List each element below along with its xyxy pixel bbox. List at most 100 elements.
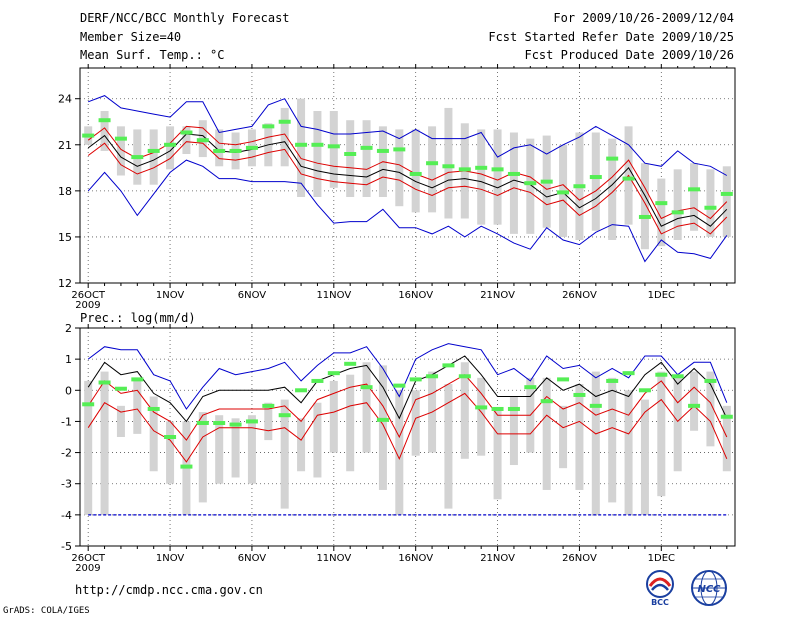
p0-ytick-label: 12 — [58, 277, 72, 290]
p0-climo-mean — [540, 179, 553, 184]
p1-climo-mean — [114, 386, 127, 391]
p0-climo-bar — [477, 129, 486, 225]
p1-climo-mean — [278, 413, 291, 418]
p1-climo-mean — [720, 414, 733, 419]
p0-ytick-label: 15 — [58, 231, 72, 244]
p1-climo-mean — [180, 464, 193, 469]
forecast-period: For 2009/10/26-2009/12/04 — [553, 11, 734, 25]
p1-climo-bar — [591, 371, 600, 515]
p1-ytick-label: 2 — [65, 322, 72, 335]
p0-climo-mean — [180, 130, 193, 135]
bcc-logo: BCC — [646, 570, 674, 607]
p0-climo-mean — [589, 175, 602, 180]
p0-climo-bar — [411, 129, 420, 213]
member-size-label: Member Size=40 — [80, 30, 182, 44]
p1-climo-mean — [573, 392, 586, 397]
p0-frame — [79, 67, 736, 284]
p1-climo-bar — [575, 384, 584, 490]
chart-title: DERF/NCC/BCC Monthly Forecast — [80, 11, 290, 25]
p0-xtick-label: 16NOV — [398, 290, 433, 301]
p0-climo-mean — [327, 144, 340, 149]
p1-climo-bar — [215, 415, 224, 484]
p0-series-ens_min — [87, 159, 728, 263]
p0-ytick-label: 18 — [58, 185, 72, 198]
p0-climo-mean — [213, 148, 226, 153]
p0-climo-bar — [526, 138, 535, 234]
p0-climo-bar — [395, 129, 404, 207]
p1-climo-mean — [475, 405, 488, 410]
p0-climo-mean — [164, 142, 177, 147]
p1-climo-bar — [395, 390, 404, 515]
p1-climo-mean — [164, 435, 177, 439]
p1-ytick-label: -3 — [61, 478, 72, 491]
p0-climo-mean — [344, 152, 357, 156]
bcc-logo-text: BCC — [651, 598, 669, 607]
ncc-logo: NCC — [691, 570, 727, 606]
p0-climo-bar — [690, 163, 699, 231]
p1-climo-bar — [116, 405, 125, 437]
source-url: http://cmdp.ncc.cma.gov.cn — [75, 583, 263, 597]
p1-climo-bar — [509, 396, 518, 466]
p0-climo-bar — [428, 126, 437, 213]
p1-xtick-label: 21NOV — [480, 553, 515, 564]
p0-climo-bar — [149, 129, 158, 185]
p0-climo-bar — [493, 129, 502, 225]
variable-label: Mean Surf. Temp.: °C — [80, 48, 225, 62]
p0-climo-mean — [622, 176, 635, 181]
p0-climo-mean — [688, 187, 701, 192]
p0-climo-bar — [608, 138, 617, 240]
p0-climo-mean — [245, 145, 258, 150]
p0-climo-mean — [131, 155, 144, 160]
p0-series-spread_lo — [87, 141, 728, 235]
p0-xtick-sublabel: 2009 — [75, 300, 100, 311]
p1-climo-bar — [411, 390, 420, 456]
p0-climo-mean — [98, 118, 111, 123]
p0-climo-mean — [606, 156, 619, 161]
p0-xtick-label: 6NOV — [238, 290, 267, 301]
p0-climo-mean — [442, 164, 455, 169]
p1-climo-mean — [213, 420, 226, 425]
p1-climo-bar — [559, 405, 568, 469]
p0-climo-bar — [116, 126, 125, 176]
p1-climo-mean — [491, 406, 504, 411]
ncc-logo-text: NCC — [697, 584, 721, 595]
p1-series-spread_lo — [87, 392, 728, 463]
p1-climo-bar — [280, 399, 289, 509]
p0-series-ens_mean — [87, 133, 728, 227]
p1-climo-mean — [507, 406, 520, 411]
p1-climo-bar — [100, 371, 109, 515]
p1-climo-mean — [196, 420, 209, 425]
p1-ytick-label: -2 — [61, 447, 72, 460]
p0-climo-bar — [346, 120, 355, 197]
p0-ytick-label: 21 — [58, 139, 72, 152]
p0-climo-bar — [329, 111, 338, 188]
p1-climo-mean — [622, 371, 635, 376]
p0-climo-bar — [280, 107, 289, 167]
p1-climo-bar — [264, 402, 273, 441]
p0-climo-bar — [313, 111, 322, 197]
p0-climo-mean — [704, 205, 717, 210]
p1-climo-bar — [640, 399, 649, 515]
p1-climo-bar — [133, 377, 142, 434]
p1-climo-mean — [376, 417, 389, 422]
p0-xtick-label: 26OCT — [71, 290, 106, 301]
p1-climo-mean — [311, 378, 324, 383]
p0-xtick-label: 26NOV — [562, 290, 597, 301]
p1-climo-mean — [147, 406, 160, 411]
p0-climo-mean — [557, 190, 570, 195]
p0-climo-mean — [671, 210, 684, 215]
p1-climo-mean — [442, 363, 455, 368]
p1-climo-mean — [245, 419, 258, 424]
p1-climo-bar — [297, 418, 306, 472]
p1-climo-mean — [393, 383, 406, 388]
p0-climo-mean — [507, 171, 520, 176]
forecast-produced-date: Fcst Produced Date 2009/10/26 — [524, 48, 734, 62]
p0-climo-bar — [444, 107, 453, 219]
p1-ytick-label: -5 — [61, 540, 72, 553]
p1-xtick-label: 1DEC — [648, 553, 675, 564]
p0-climo-mean — [295, 142, 308, 147]
p0-climo-mean — [573, 184, 586, 189]
p0-climo-mean — [311, 142, 324, 147]
p1-climo-bar — [231, 418, 240, 478]
p1-ytick-label: -1 — [61, 415, 72, 428]
